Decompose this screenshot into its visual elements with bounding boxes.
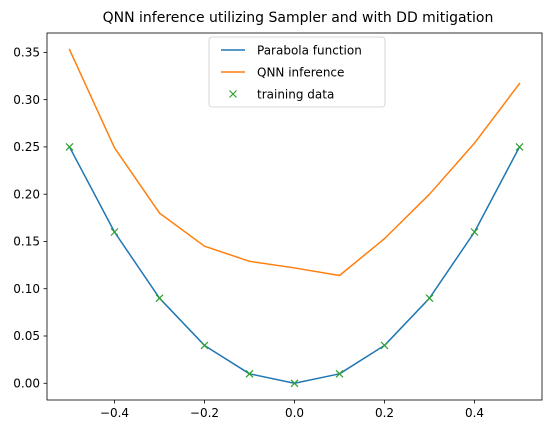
x-axis: −0.4 −0.2 0.0 0.2 0.4 — [100, 400, 484, 420]
legend-label: QNN inference — [257, 65, 344, 79]
x-tick-label: 0.0 — [285, 406, 304, 420]
training-data-point — [380, 341, 389, 350]
training-data-point — [110, 228, 119, 236]
training-data-point — [245, 369, 254, 378]
legend-label: Parabola function — [257, 43, 362, 57]
plot-area — [65, 48, 524, 388]
training-data-point — [470, 228, 479, 236]
training-data-point — [515, 142, 524, 151]
training-data-point — [155, 294, 164, 303]
training-data-point — [290, 379, 299, 388]
y-tick-label: 0.25 — [13, 140, 40, 154]
y-axis: 0.00 0.05 0.10 0.15 0.20 0.25 0.30 0.35 — [13, 46, 47, 390]
training-data-point — [200, 341, 209, 350]
legend-label: training data — [257, 87, 334, 101]
x-tick-label: −0.4 — [100, 406, 129, 420]
training-data-point — [335, 369, 344, 378]
series-markers-2 — [65, 142, 524, 388]
legend-box — [208, 36, 386, 108]
y-tick-label: 0.15 — [13, 235, 40, 249]
y-tick-label: 0.30 — [13, 93, 40, 107]
y-tick-label: 0.00 — [13, 376, 40, 390]
chart-title: QNN inference utilizing Sampler and with… — [103, 10, 494, 26]
legend: Parabola function QNN inference training d… — [208, 36, 386, 108]
y-tick-label: 0.35 — [13, 46, 40, 60]
training-data-point — [65, 142, 74, 151]
x-tick-label: −0.2 — [190, 406, 219, 420]
x-tick-label: 0.2 — [375, 406, 394, 420]
y-tick-label: 0.20 — [13, 187, 40, 201]
y-tick-label: 0.05 — [13, 329, 40, 343]
series-line-1 — [68, 48, 521, 277]
training-data-point — [425, 294, 434, 303]
legend-marker-handle — [229, 90, 237, 98]
x-tick-label: 0.4 — [465, 406, 484, 420]
y-tick-label: 0.10 — [13, 282, 40, 296]
